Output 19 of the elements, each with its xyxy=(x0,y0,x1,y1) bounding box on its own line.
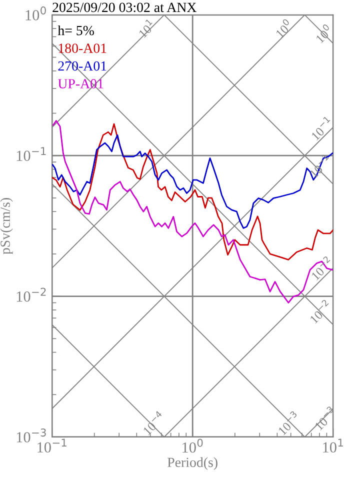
y-tick-label: 10$^{0}$ xyxy=(26,6,46,20)
chart-title: 2025/09/20 03:02 at ANX xyxy=(52,2,196,12)
y-tick-label: 10$^{−2}$ xyxy=(16,288,46,302)
text: 180-A01 xyxy=(58,44,106,53)
annotation: h= 5% xyxy=(58,25,94,36)
annotation: 10$^{−1}$ xyxy=(309,116,334,141)
x-tick-label: 10$^{1}$ xyxy=(323,438,343,453)
annotation: 10$^{1}$ xyxy=(136,18,156,38)
y-axis-title: pSv(cm/s) xyxy=(0,198,13,254)
text: UP-A01 xyxy=(58,79,104,88)
x-axis-title: Period(s) xyxy=(168,457,218,470)
annotation: 10$^{−2}$ xyxy=(308,299,332,324)
annotation: 10$^{−2}$ xyxy=(308,256,334,280)
annotation: 10$^{−3}$ xyxy=(276,410,301,436)
text: 270-A01 xyxy=(58,61,106,71)
annotation: 10$^{0}$ xyxy=(273,18,294,38)
annotation: 10$^{0}$ xyxy=(313,24,334,44)
y-tick-label: 10$^{−1}$ xyxy=(16,147,46,161)
x-tick-label: 10$^{0}$ xyxy=(182,438,203,453)
